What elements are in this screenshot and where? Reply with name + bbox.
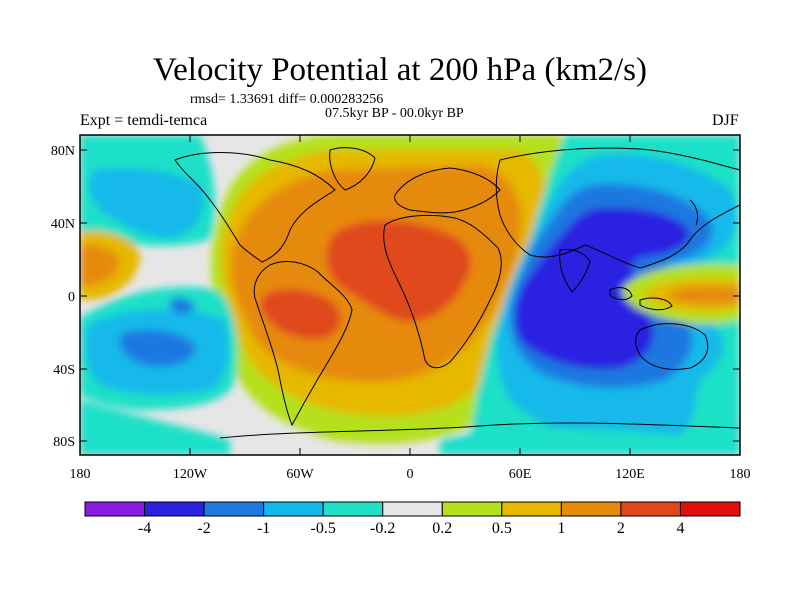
colorbar-swatch	[620, 501, 681, 517]
colorbar-label: 2	[616, 520, 625, 537]
lat-label: 0	[68, 290, 75, 305]
contour-neg2-indian-ocean	[514, 207, 690, 370]
stats-text: rmsd= 1.33691 diff= 0.000283256	[190, 92, 384, 107]
contour-2-africa	[326, 220, 471, 322]
season-label: DJF	[712, 112, 739, 129]
map-title: Velocity Potential at 200 hPa (km2/s)	[152, 52, 648, 88]
colorbar-swatch	[84, 501, 146, 517]
colorbar-label: 1	[557, 520, 566, 537]
contour-field	[80, 135, 740, 455]
colorbar-swatch	[322, 501, 384, 517]
lon-label: 60E	[509, 467, 532, 482]
lon-label: 180	[730, 467, 751, 482]
contour-1-westpac	[667, 286, 740, 305]
lat-label: 80S	[53, 435, 75, 450]
lat-label: 40N	[51, 217, 75, 232]
lat-labels: 80N 40N 0 40S 80S	[51, 144, 75, 450]
coastlines	[174, 147, 740, 439]
colorbar-swatch	[501, 501, 562, 517]
lon-label: 0	[407, 467, 414, 482]
contour-neg0.2-southern-ocean	[80, 400, 230, 455]
contour-neg0.5-northpac	[88, 168, 204, 239]
colorbar-label: -1	[256, 520, 271, 537]
lat-label: 80N	[51, 144, 75, 159]
contour-neg1-southpac	[119, 329, 196, 367]
colorbar-swatch	[144, 501, 205, 517]
colorbar-label: 0.2	[432, 520, 453, 537]
lon-label: 180	[70, 467, 91, 482]
contour-2-south-america	[260, 288, 341, 340]
contour-1-westedge	[80, 244, 120, 287]
colorbar-swatch	[203, 501, 265, 517]
colorbar-label: 4	[676, 520, 685, 537]
lat-label: 40S	[53, 363, 75, 378]
colorbar-label: -0.2	[370, 520, 396, 537]
colorbar-label: -4	[137, 520, 152, 537]
lon-ticks	[79, 135, 741, 455]
colorbar-swatch	[441, 501, 503, 517]
colorbar-swatch	[382, 501, 443, 517]
colorbar-label: -0.5	[310, 520, 336, 537]
colorbar-swatch	[679, 501, 741, 517]
lon-label: 120W	[173, 467, 208, 482]
period-label: 07.5kyr BP - 00.0kyr BP	[325, 106, 464, 121]
lon-label: 60W	[286, 467, 314, 482]
contour-neg1-small	[170, 297, 195, 314]
colorbar-swatch	[560, 501, 622, 517]
colorbar-label: -2	[197, 520, 211, 537]
lon-label: 120E	[615, 467, 645, 482]
colorbar-label: 0.5	[491, 520, 512, 537]
lat-ticks	[80, 149, 740, 442]
contour-neg0.2-southern-east	[440, 428, 740, 455]
colorbar	[84, 501, 741, 517]
lon-labels: 180 120W 60W 0 60E 120E 180	[70, 467, 751, 482]
colorbar-swatch	[263, 501, 324, 517]
experiment-label: Expt = temdi-temca	[80, 112, 208, 129]
